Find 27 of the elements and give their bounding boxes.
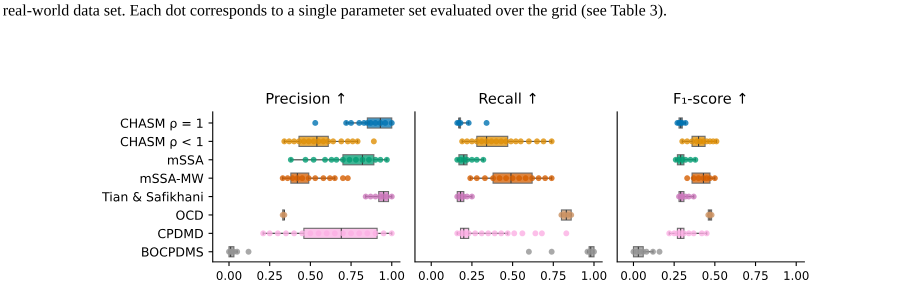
y-tick-label: CHASM ρ = 1 [120, 118, 203, 130]
x-tick-label: 1.00 [784, 271, 809, 280]
x-tick-label: 0.75 [743, 271, 768, 280]
text: real-world data set. Each dot corresponds to a single parameter set evaluated over the grid (see Table 3). [3, 4, 666, 19]
x-tick-label: 0.00 [621, 271, 646, 280]
y-tick-label: mSSA-MW [140, 174, 204, 184]
x-tick-label: 0.75 [338, 271, 364, 280]
chart-title: Recall ↑ [480, 92, 536, 104]
y-tick-label: CHASM ρ < 1 [120, 136, 203, 149]
y-tick-label: BOCPDMS [142, 247, 204, 257]
y-tick-label: OCD [176, 210, 203, 220]
chart-title: F₁-score ↑ [674, 92, 746, 104]
x-tick-label: 1.00 [380, 271, 404, 280]
x-tick-label: 0.50 [298, 271, 323, 280]
x-tick-label: 0.25 [257, 271, 282, 280]
x-tick-label: 0.25 [662, 271, 686, 280]
y-tick-label: mSSA [168, 155, 204, 165]
y-tick-label: CPDMD [158, 228, 203, 238]
x-tick-label: 0.50 [702, 271, 728, 280]
x-tick-label: 0.00 [418, 271, 444, 280]
chart-title: Precision ↑ [266, 92, 344, 104]
x-tick-label: 0.75 [540, 271, 566, 280]
y-tick-label: Tian & Safikhani [102, 192, 203, 202]
x-tick-label: 0.25 [460, 271, 484, 280]
x-tick-label: 0.50 [500, 271, 525, 280]
x-tick-label: 0.00 [216, 271, 242, 280]
x-tick-label: 1.00 [582, 271, 606, 280]
